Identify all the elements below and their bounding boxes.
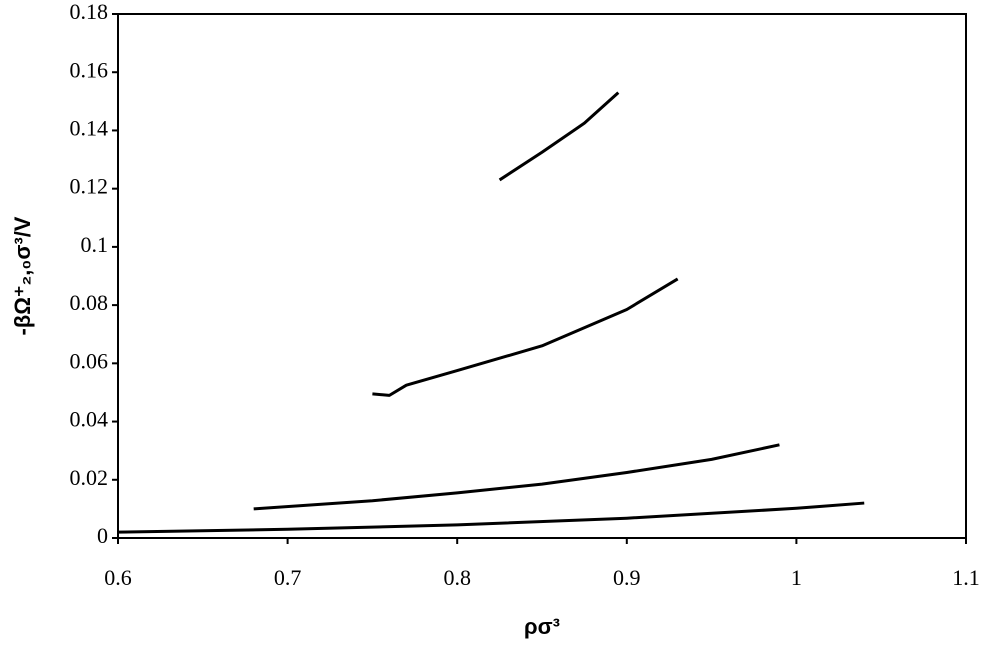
x-tick-label: 0.7 (274, 565, 302, 590)
x-tick-label: 1.1 (952, 565, 980, 590)
data-line (117, 501, 865, 534)
x-tick-label: 0.9 (613, 565, 641, 590)
y-tick-label: 0.18 (70, 0, 109, 24)
y-tick-label: 0.16 (70, 57, 109, 82)
y-tick-label: 0.08 (70, 290, 109, 315)
x-axis-label: ρσ³ (524, 614, 560, 639)
data-line (498, 91, 620, 182)
y-tick-label: 0.02 (70, 465, 109, 490)
y-tick-label: 0 (97, 523, 108, 548)
y-axis-label: -βΩ⁺₂,₀σ³/V (10, 216, 35, 335)
y-tick-label: 0.04 (70, 407, 109, 432)
y-tick-label: 0.12 (70, 174, 109, 199)
y-tick-label: 0.06 (70, 348, 109, 373)
y-tick-label: 0.1 (81, 232, 109, 257)
data-line (372, 277, 679, 397)
y-tick-label: 0.14 (70, 115, 109, 140)
x-tick-label: 0.6 (104, 565, 132, 590)
data-line (253, 443, 780, 511)
plot-frame (117, 13, 967, 539)
x-tick-label: 1 (791, 565, 802, 590)
x-tick-label: 0.8 (443, 565, 471, 590)
